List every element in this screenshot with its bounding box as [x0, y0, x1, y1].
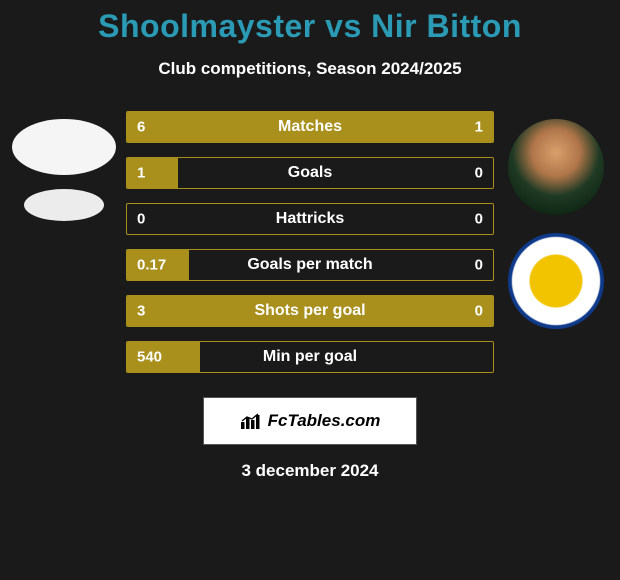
- stat-row: 6 Matches 1: [126, 111, 494, 143]
- stat-label: Min per goal: [263, 348, 357, 366]
- player-left-club-badge: [24, 189, 104, 221]
- comparison-panel: 6 Matches 1 1 Goals 0 0 Hattricks 0 0.17 Goals per…: [0, 111, 620, 387]
- stat-label: Goals: [288, 164, 332, 182]
- player-right-club-badge: [508, 233, 604, 329]
- stat-value-left: 1: [137, 165, 145, 182]
- stat-value-left: 0: [137, 211, 145, 228]
- stat-bars: 6 Matches 1 1 Goals 0 0 Hattricks 0 0.17 Goals per…: [120, 111, 500, 387]
- stat-row: 1 Goals 0: [126, 157, 494, 189]
- stat-value-left: 0.17: [137, 257, 166, 274]
- stat-value-right: 1: [475, 119, 483, 136]
- stat-label: Hattricks: [276, 210, 344, 228]
- stat-value-left: 6: [137, 119, 145, 136]
- player-right-column: [500, 111, 612, 347]
- brand-badge: FcTables.com: [203, 397, 417, 445]
- stat-label: Goals per match: [247, 256, 372, 274]
- stat-row: 540 Min per goal: [126, 341, 494, 373]
- footer: FcTables.com 3 december 2024: [0, 397, 620, 481]
- stat-value-right: 0: [475, 165, 483, 182]
- player-left-avatar: [12, 119, 116, 175]
- stat-fill-left: [127, 112, 423, 142]
- subtitle: Club competitions, Season 2024/2025: [0, 59, 620, 79]
- stat-row: 0 Hattricks 0: [126, 203, 494, 235]
- stat-row: 0.17 Goals per match 0: [126, 249, 494, 281]
- stat-value-left: 3: [137, 303, 145, 320]
- stat-value-right: 0: [475, 303, 483, 320]
- date-label: 3 december 2024: [0, 461, 620, 481]
- stat-label: Matches: [278, 118, 342, 136]
- page-title: Shoolmayster vs Nir Bitton: [0, 8, 620, 45]
- stat-value-right: 0: [475, 211, 483, 228]
- stat-label: Shots per goal: [254, 302, 365, 320]
- stat-row: 3 Shots per goal 0: [126, 295, 494, 327]
- stat-value-right: 0: [475, 257, 483, 274]
- brand-chart-icon: [240, 412, 262, 430]
- stat-fill-left: [127, 158, 178, 188]
- brand-label: FcTables.com: [268, 411, 381, 431]
- player-left-column: [8, 111, 120, 239]
- player-right-avatar: [508, 119, 604, 215]
- stat-value-left: 540: [137, 349, 162, 366]
